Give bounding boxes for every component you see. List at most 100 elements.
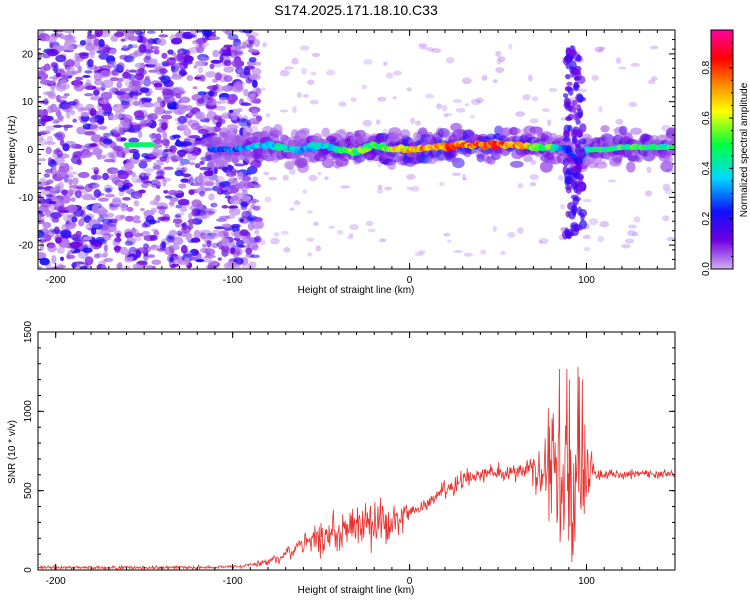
spectrogram-cell: [250, 97, 258, 104]
spectrogram-cell: [46, 91, 57, 97]
spectrogram-cell: [443, 113, 453, 117]
spectrogram-cell: [145, 122, 154, 128]
spectrogram-cell: [187, 218, 197, 225]
spectrogram-cell: [196, 111, 203, 119]
spectrogram-cell: [406, 173, 416, 180]
spectrogram-cell: [436, 103, 442, 110]
spectrogram-cell: [114, 237, 122, 243]
spectrogram-cell: [199, 160, 205, 165]
colorbar-label: Normalized spectral amplitude: [739, 82, 750, 217]
spectrogram-cell: [201, 234, 211, 242]
spectrogram-cell: [92, 148, 103, 155]
spectrogram-cell: [156, 180, 162, 186]
spectrogram-cell: [282, 174, 289, 181]
spectrogram-cell: [233, 231, 241, 237]
colorbar-tick-label: 0.4: [701, 161, 712, 175]
snr-panel: -200 -100 0 100 0 500 1000 1500 Height of stra…: [7, 320, 676, 596]
colorbar-tick-label: 0.8: [701, 60, 712, 74]
spectrogram-cell: [248, 117, 259, 125]
spectrogram-cell: [321, 157, 335, 169]
spectrogram-cell: [205, 71, 217, 78]
spectrogram-cell: [189, 162, 196, 166]
spectrogram-cell: [42, 221, 52, 229]
spectrogram-cell: [150, 244, 160, 251]
spectrogram-cell: [571, 99, 578, 107]
spectrogram-cell: [47, 80, 55, 85]
spectrogram-cell: [187, 146, 194, 152]
spectrogram-cell: [235, 66, 244, 75]
spectrogram-cell: [45, 208, 51, 218]
spectrogram-cell: [568, 49, 577, 57]
spectrogram-cell: [106, 139, 113, 144]
spectrogram-cell: [197, 128, 209, 135]
spectrogram-cell: [177, 198, 190, 206]
colorbar-ticks: 0.0 0.2 0.4 0.6 0.8: [701, 42, 733, 276]
spectrogram-cell: [522, 94, 531, 101]
spectrogram-cell: [143, 78, 152, 87]
spectrogram-cell: [495, 67, 505, 73]
spectrogram-cell: [361, 84, 368, 90]
spectrogram-cell: [127, 96, 134, 106]
spectrogram-cell: [291, 57, 299, 65]
spectrogram-cell: [249, 254, 260, 259]
spectrogram-cell: [462, 177, 468, 181]
spectrogram-cell: [575, 119, 581, 125]
spectrogram-cell: [663, 154, 673, 164]
spectrogram-cell: [576, 152, 585, 158]
spectrogram-cell: [56, 172, 67, 178]
spectrogram-cell: [43, 63, 51, 71]
spectrogram-cell: [110, 60, 117, 65]
spectrogram-cell: [94, 79, 103, 86]
spectrogram-cell: [633, 216, 641, 223]
spectrogram-cell: [38, 70, 43, 74]
spectrogram-cell: [98, 100, 110, 105]
spectrogram-cell: [84, 70, 93, 74]
spectrogram-cell: [156, 169, 164, 178]
spectrogram-cell: [100, 264, 107, 269]
spectrogram-cell: [307, 252, 312, 257]
spectrogram-cell: [228, 205, 239, 209]
spectrogram-cell: [52, 120, 60, 124]
spectrogram-cell: [105, 187, 112, 193]
spectrogram-cell: [367, 228, 376, 233]
spectrogram-cell: [199, 166, 211, 171]
spectrogram-cell: [195, 209, 207, 216]
spectrogram-cell: [122, 45, 128, 49]
spectrogram-cell: [560, 227, 565, 231]
spectrogram-cell: [142, 102, 154, 108]
spectrogram-cell: [188, 112, 193, 117]
y-tick-label: 0: [27, 145, 33, 156]
spectrogram-cell: [72, 177, 79, 185]
spectrogram-cell: [47, 48, 59, 57]
spectrogram-cell: [107, 224, 117, 232]
spectrogram-cell: [240, 230, 249, 236]
spectrogram-cell: [564, 230, 572, 239]
spectrogram-cell: [124, 228, 133, 238]
spectrogram-cell: [197, 91, 207, 96]
spectrogram-cell: [140, 97, 153, 102]
y-tick-label: 0: [23, 567, 34, 573]
spectrogram-cell: [177, 115, 188, 124]
spectrogram-cell: [91, 197, 97, 201]
spectrogram-cell: [49, 42, 54, 49]
spectrogram-cell: [410, 185, 420, 192]
spectrogram-cell: [243, 88, 249, 97]
spectrogram-cell: [81, 150, 93, 158]
spectrogram-cell: [152, 151, 163, 157]
spectrogram-cell: [93, 253, 100, 259]
spectrogram-cell: [481, 74, 488, 81]
spectrogram-cell: [223, 262, 234, 269]
spectrogram-cell: [461, 77, 472, 85]
spectrogram-cell: [38, 51, 42, 61]
spectrogram-cell: [65, 58, 76, 67]
spectrogram-cell: [159, 68, 168, 74]
spectrogram-cell: [45, 198, 52, 204]
spectrogram-cell: [106, 151, 119, 159]
spectrogram-cell: [241, 101, 249, 106]
spectrogram-cell: [54, 131, 66, 141]
spectrogram-cell: [228, 109, 234, 114]
spectrogram-cell: [82, 75, 91, 78]
spectrogram-cell: [71, 216, 78, 223]
snr-x-ticks: -200 -100 0 100: [37, 332, 676, 587]
spectrogram-cell: [578, 224, 583, 231]
